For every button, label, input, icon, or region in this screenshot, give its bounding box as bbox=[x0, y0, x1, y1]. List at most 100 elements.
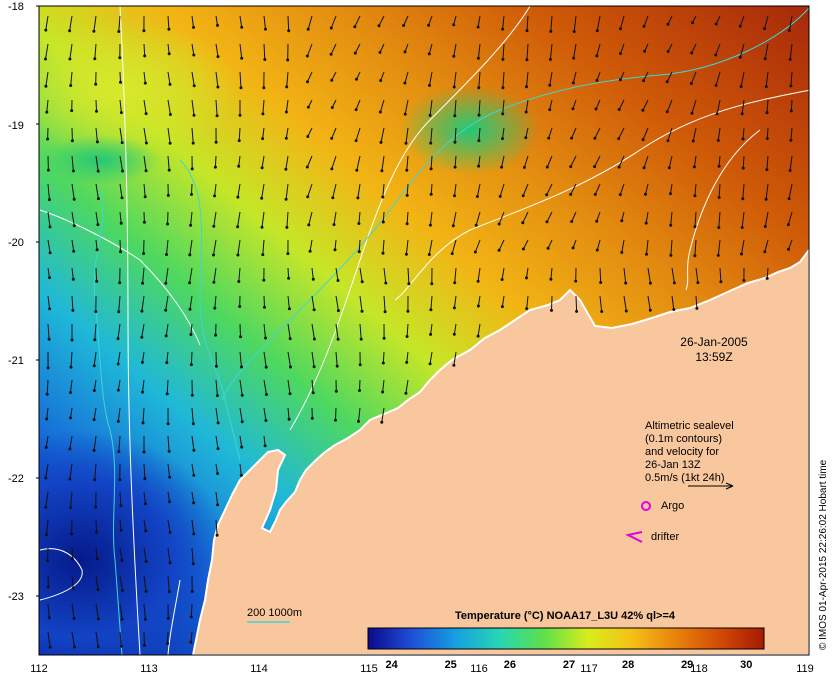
velocity-arrow-head bbox=[427, 52, 431, 56]
velocity-arrow bbox=[787, 211, 793, 225]
velocity-arrow-head bbox=[330, 78, 334, 82]
velocity-arrow bbox=[238, 267, 241, 282]
velocity-arrow-head bbox=[117, 450, 121, 454]
velocity-arrow-head bbox=[714, 53, 718, 57]
velocity-arrow-head bbox=[44, 445, 48, 449]
velocity-arrow-head bbox=[240, 365, 243, 369]
velocity-arrow-head bbox=[672, 281, 676, 285]
velocity-arrow bbox=[167, 99, 171, 115]
velocity-arrow bbox=[526, 295, 529, 309]
velocity-arrow-head bbox=[672, 308, 676, 311]
velocity-arrow bbox=[262, 239, 265, 255]
velocity-arrow-head bbox=[96, 169, 100, 173]
velocity-arrow bbox=[742, 127, 745, 140]
velocity-arrow-head bbox=[236, 195, 240, 199]
velocity-arrow bbox=[666, 99, 673, 112]
velocity-arrow-head bbox=[357, 222, 361, 225]
velocity-arrow bbox=[191, 99, 195, 116]
velocity-arrow-head bbox=[168, 500, 171, 504]
velocity-arrow bbox=[430, 323, 433, 335]
velocity-arrow bbox=[239, 379, 243, 396]
velocity-arrow bbox=[335, 323, 339, 340]
velocity-arrow bbox=[647, 295, 651, 311]
velocity-arrow bbox=[93, 351, 97, 366]
velocity-arrow bbox=[766, 99, 769, 113]
y-tick-label: -23 bbox=[8, 591, 24, 603]
velocity-arrow bbox=[46, 519, 49, 535]
velocity-arrow bbox=[119, 211, 122, 224]
velocity-arrow bbox=[379, 43, 385, 53]
velocity-arrow-head bbox=[95, 530, 99, 534]
velocity-arrow bbox=[306, 43, 313, 57]
velocity-arrow bbox=[143, 547, 147, 562]
velocity-arrow bbox=[546, 211, 553, 223]
velocity-arrow-head bbox=[44, 84, 48, 88]
velocity-arrow-head bbox=[403, 50, 407, 54]
velocity-arrow bbox=[143, 603, 146, 620]
velocity-arrow-head bbox=[263, 444, 267, 448]
velocity-arrow bbox=[646, 239, 649, 255]
velocity-arrow-head bbox=[190, 192, 193, 196]
velocity-arrow bbox=[498, 211, 505, 225]
velocity-arrow-head bbox=[716, 253, 720, 257]
velocity-arrow-head bbox=[624, 281, 628, 285]
velocity-arrow-head bbox=[450, 252, 454, 256]
velocity-arrow-head bbox=[334, 389, 338, 393]
velocity-arrow-head bbox=[695, 306, 699, 310]
velocity-arrow bbox=[406, 155, 409, 171]
velocity-arrow bbox=[717, 127, 721, 141]
velocity-arrow-head bbox=[216, 23, 219, 27]
velocity-arrow-head bbox=[140, 309, 144, 313]
velocity-arrow-head bbox=[546, 246, 550, 250]
velocity-arrow-head bbox=[306, 135, 310, 138]
colorbar-tick-label: 30 bbox=[740, 659, 752, 671]
velocity-arrow-head bbox=[312, 337, 316, 341]
velocity-arrow bbox=[596, 15, 601, 31]
velocity-arrow-head bbox=[501, 112, 505, 116]
velocity-arrow bbox=[117, 407, 121, 422]
velocity-arrow-head bbox=[501, 57, 505, 61]
velocity-arrow bbox=[548, 127, 553, 139]
velocity-arrow bbox=[645, 183, 649, 195]
velocity-arrow-head bbox=[525, 85, 528, 89]
velocity-arrow-head bbox=[142, 450, 146, 454]
velocity-arrow-head bbox=[404, 391, 408, 395]
velocity-arrow bbox=[119, 547, 123, 561]
velocity-arrow bbox=[478, 127, 481, 141]
velocity-arrow bbox=[95, 155, 99, 172]
velocity-arrow bbox=[143, 99, 147, 114]
velocity-arrow-head bbox=[380, 420, 384, 424]
velocity-arrow bbox=[478, 71, 481, 88]
velocity-arrow-head bbox=[260, 225, 264, 229]
velocity-arrow-head bbox=[288, 392, 292, 396]
velocity-arrow-head bbox=[116, 362, 120, 366]
velocity-arrow-head bbox=[355, 77, 358, 81]
velocity-arrow-head bbox=[216, 421, 220, 425]
velocity-arrow-head bbox=[381, 251, 385, 255]
velocity-arrow-head bbox=[216, 447, 220, 451]
velocity-arrow-head bbox=[306, 195, 310, 199]
velocity-arrow bbox=[142, 267, 145, 284]
velocity-arrow bbox=[429, 211, 433, 226]
velocity-arrow-head bbox=[500, 165, 504, 169]
velocity-arrow bbox=[647, 267, 651, 284]
velocity-arrow bbox=[643, 71, 649, 81]
velocity-arrow-head bbox=[312, 365, 316, 369]
velocity-arrow bbox=[237, 183, 241, 198]
velocity-arrow-head bbox=[405, 335, 409, 338]
velocity-arrow-head bbox=[68, 477, 72, 481]
velocity-arrow-head bbox=[260, 196, 264, 200]
velocity-arrow-head bbox=[95, 109, 98, 113]
velocity-arrow bbox=[191, 435, 195, 451]
velocity-arrow bbox=[191, 519, 195, 534]
velocity-arrow bbox=[71, 603, 75, 619]
velocity-arrow-head bbox=[738, 55, 742, 59]
velocity-arrow bbox=[215, 519, 218, 536]
velocity-arrow bbox=[405, 127, 409, 144]
velocity-arrow-head bbox=[429, 308, 433, 312]
velocity-arrow bbox=[95, 183, 99, 199]
velocity-arrow-head bbox=[95, 557, 99, 561]
velocity-arrow bbox=[213, 239, 217, 256]
velocity-arrow-head bbox=[306, 27, 310, 31]
